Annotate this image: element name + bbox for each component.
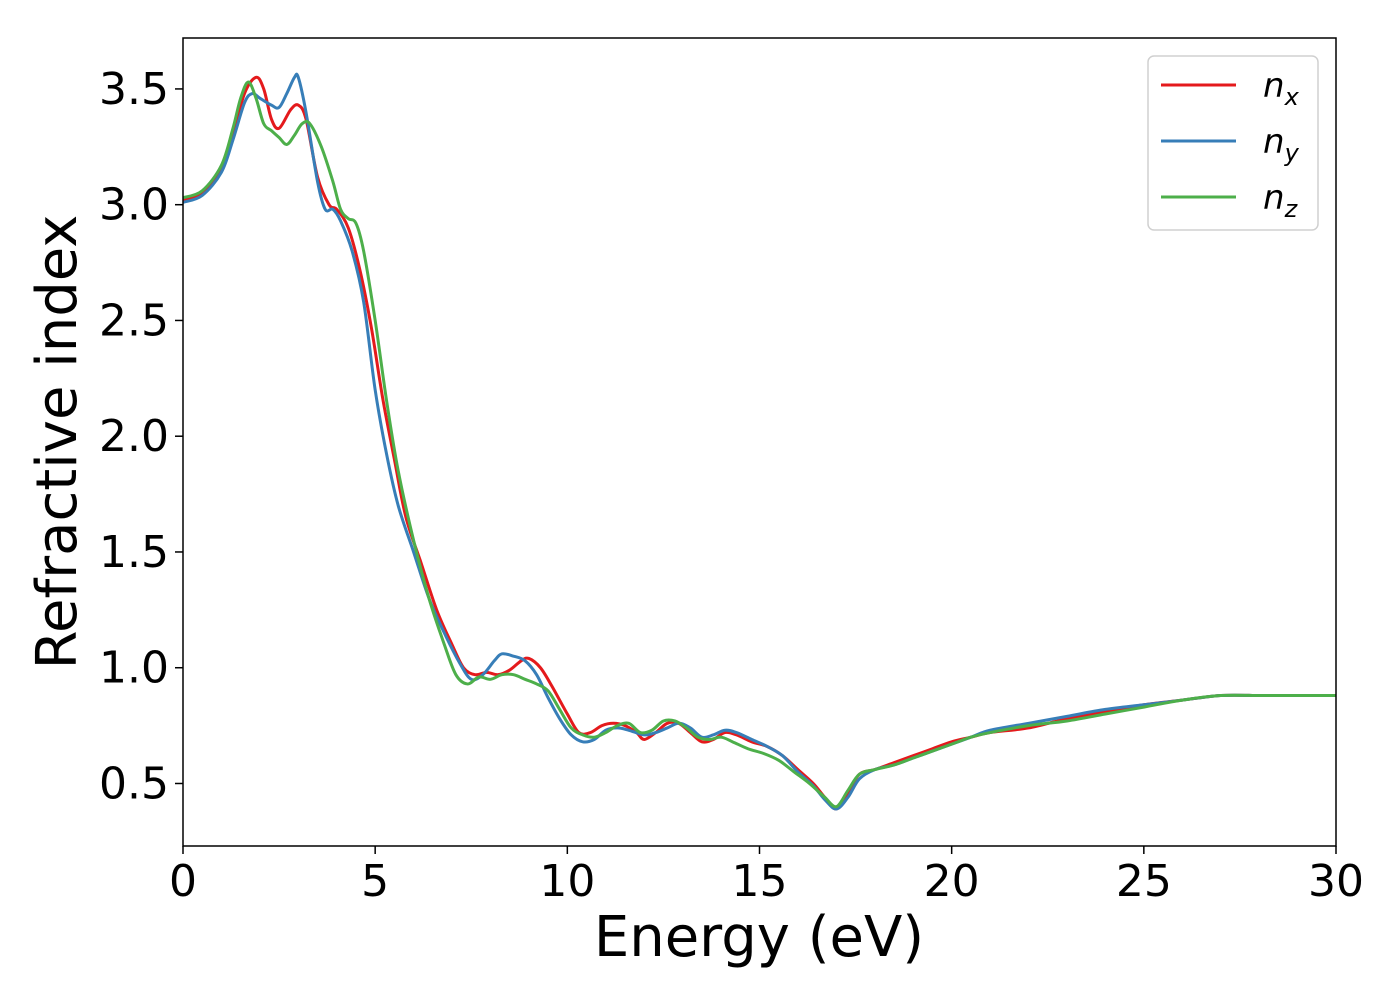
legend-box (1147, 55, 1319, 231)
y-tick-label: 3.5 (99, 64, 169, 115)
legend-items: nx ny nz (1161, 66, 1300, 223)
legend: nx ny nz (1147, 55, 1319, 231)
y-tick-label: 0.5 (99, 758, 169, 809)
y-tick-label: 3.0 (99, 180, 169, 231)
y-tick-label: 2.5 (99, 295, 169, 346)
legend-label-n-y: ny (1263, 122, 1300, 167)
y-tick-label: 1.5 (99, 527, 169, 578)
x-tick-label: 20 (924, 856, 980, 907)
y-tick-label: 1.0 (99, 643, 169, 694)
series-line-n-z (183, 80, 1336, 809)
series-layer (183, 72, 1336, 811)
x-axis-ticks: 0 5 10 15 20 25 30 (169, 846, 1364, 907)
x-tick-label: 30 (1308, 856, 1364, 907)
x-tick-label: 5 (361, 856, 389, 907)
y-axis-label: Refractive index (25, 215, 90, 670)
y-tick-label: 2.0 (99, 411, 169, 462)
legend-label-n-x: nx (1263, 66, 1300, 111)
x-tick-label: 15 (732, 856, 788, 907)
legend-label-n-z: nz (1263, 178, 1299, 223)
series-line-n-x (183, 75, 1336, 811)
x-tick-label: 25 (1116, 856, 1172, 907)
x-tick-label: 10 (539, 856, 595, 907)
x-axis-label: Energy (eV) (594, 905, 924, 970)
x-tick-label: 0 (169, 856, 197, 907)
y-axis-ticks: 0.5 1.0 1.5 2.0 2.5 3.0 3.5 (99, 64, 183, 809)
